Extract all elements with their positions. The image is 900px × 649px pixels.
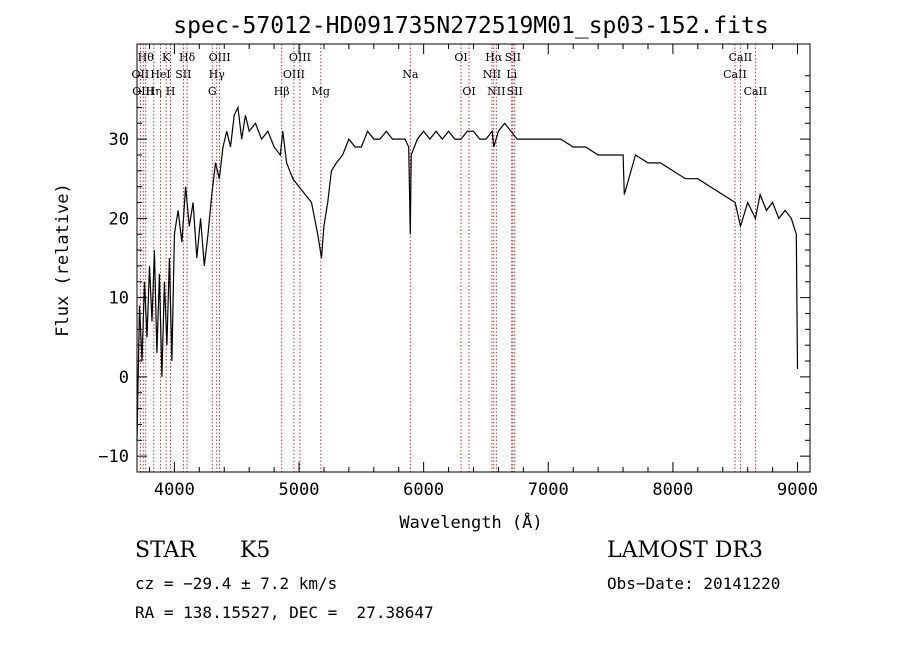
line-marker-label: NII xyxy=(487,85,505,98)
y-tick-label: 0 xyxy=(119,368,129,388)
line-marker-label: HeI xyxy=(150,68,170,81)
object-class: STAR xyxy=(135,538,196,563)
line-marker-label: SII xyxy=(505,51,521,64)
line-marker-label: CaII xyxy=(723,68,747,81)
line-marker-label: Li xyxy=(506,68,517,81)
coordinates: RA = 138.15527, DEC = 27.38647 xyxy=(135,603,434,622)
line-marker-label: OI xyxy=(462,85,475,98)
y-axis-label: Flux (relative) xyxy=(53,183,73,337)
y-tick-label: −10 xyxy=(98,447,129,467)
line-marker-label: Hθ xyxy=(138,51,155,64)
line-marker-label: OII xyxy=(132,68,150,81)
line-marker-label: NII xyxy=(483,68,501,81)
x-tick-label: 9000 xyxy=(777,480,818,500)
observation-date: Obs−Date: 20141220 xyxy=(607,574,781,593)
line-marker-label: G xyxy=(208,85,217,98)
x-tick-label: 7000 xyxy=(528,480,569,500)
spectral-line-markers: OII OIII Hθ Hη HeI K H SII Hδ G Hγ OIII Hβ OIII OIII Mg… xyxy=(132,44,768,472)
x-tick-label: 8000 xyxy=(652,480,693,500)
x-axis-label: Wavelength (Å) xyxy=(399,511,542,533)
x-tick-label: 6000 xyxy=(403,480,444,500)
object-subclass: K5 xyxy=(240,538,271,563)
line-marker-label: Hγ xyxy=(209,68,226,81)
redshift-cz: cz = −29.4 ± 7.2 km/s xyxy=(135,574,338,593)
line-marker-label: K xyxy=(162,51,171,64)
line-marker-label: OIII xyxy=(289,51,311,64)
line-marker-label: Mg xyxy=(312,85,330,98)
line-marker-label: Hδ xyxy=(179,51,196,64)
x-tick-label: 4000 xyxy=(154,480,195,500)
spectrum-line xyxy=(136,105,799,441)
line-marker-label: Na xyxy=(402,68,419,81)
line-marker-label: Hα xyxy=(485,51,503,64)
line-marker-label: OIII xyxy=(209,51,231,64)
line-marker-label: Hβ xyxy=(274,85,290,98)
line-marker-label: OIII xyxy=(283,68,305,81)
line-marker-label: H xyxy=(166,85,176,98)
chart-title: spec-57012-HD091735N272519M01_sp03-152.f… xyxy=(173,13,768,39)
line-marker-label: CaII xyxy=(744,85,768,98)
y-tick-label: 30 xyxy=(109,130,129,150)
axis-ticks: 4000 5000 6000 7000 8000 9000 −10 0 10 20 30 xyxy=(98,44,818,500)
line-marker-label: OI xyxy=(454,51,467,64)
y-tick-label: 10 xyxy=(109,289,129,309)
line-marker-label: CaII xyxy=(729,51,753,64)
y-tick-label: 20 xyxy=(109,209,129,229)
survey-name: LAMOST DR3 xyxy=(607,538,763,563)
line-marker-label: SII xyxy=(175,68,191,81)
line-marker-label: OIII xyxy=(132,85,154,98)
line-marker-label: SII xyxy=(507,85,523,98)
x-tick-label: 5000 xyxy=(279,480,320,500)
line-marker-label: Hη xyxy=(146,85,162,98)
